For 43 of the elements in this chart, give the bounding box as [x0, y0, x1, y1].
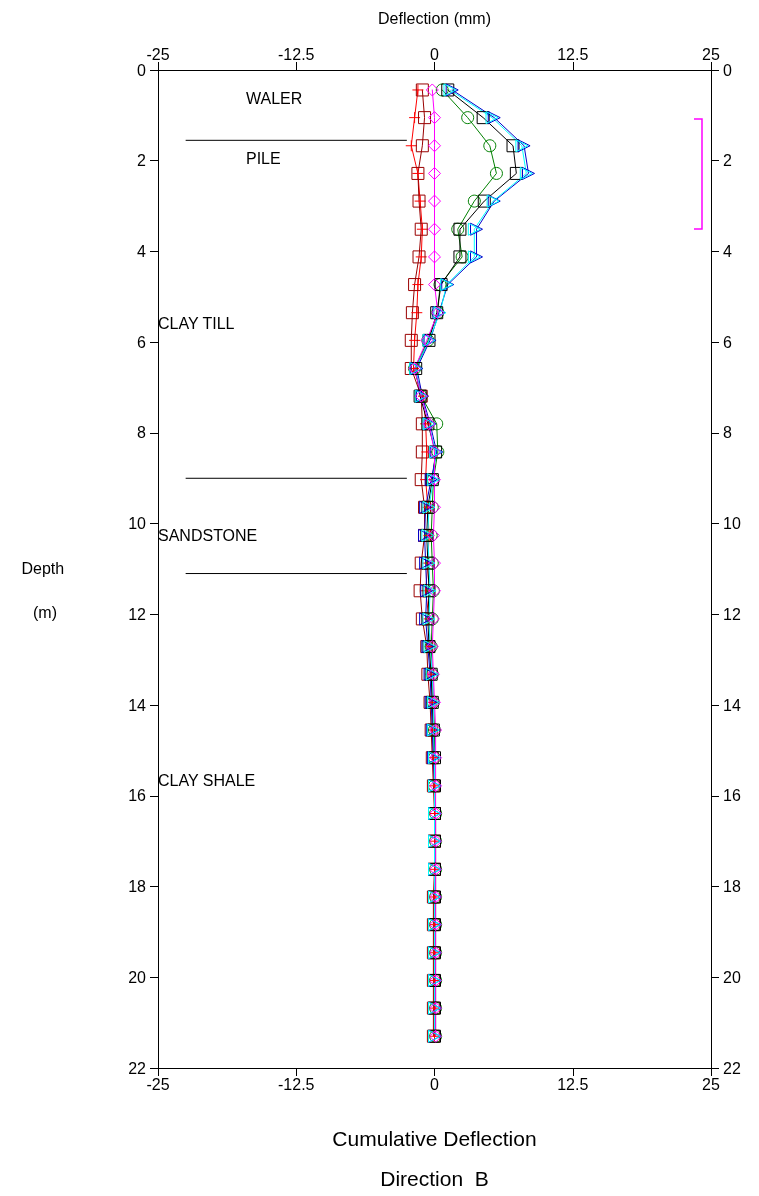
x-tick-label: 12.5	[557, 1075, 589, 1093]
text: Depth (m)	[21, 559, 65, 621]
annotation: WALER	[246, 89, 303, 107]
y2-tick-label: 14	[723, 696, 741, 714]
y2-tick-label: 6	[723, 333, 732, 351]
annotation: PILE	[246, 149, 281, 167]
annotation: CLAY SHALE	[158, 771, 256, 789]
x-axis-title: Cumulative Deflection	[332, 1126, 537, 1150]
x-tick-label: -25	[146, 1075, 170, 1093]
y2-tick-label: 2	[723, 152, 732, 170]
y2-tick-label: 16	[723, 787, 741, 805]
x-tick-label: 25	[702, 1075, 720, 1093]
y-tick-label: 10	[128, 515, 147, 533]
y-tick-label: 0	[137, 61, 147, 79]
y-tick-label: 4	[137, 242, 147, 260]
x2-tick-label: -12.5	[278, 45, 315, 63]
y-tick-label: 8	[137, 424, 147, 442]
y2-tick-label: 22	[723, 1059, 741, 1077]
x-tick-label: -12.5	[278, 1075, 315, 1093]
y2-tick-label: 10	[723, 515, 741, 533]
y-tick-label: 20	[128, 968, 147, 986]
y-tick-label: 22	[128, 1059, 147, 1077]
x2-tick-label: 0	[430, 45, 440, 63]
y2-tick-label: 4	[723, 242, 732, 260]
y-tick-label: 6	[137, 333, 147, 351]
x2-tick-label: -25	[146, 45, 170, 63]
y-tick-label: 18	[128, 878, 147, 896]
annotation: CLAY TILL	[158, 314, 235, 332]
y2-tick-label: 20	[723, 968, 741, 986]
y2-tick-label: 18	[723, 878, 741, 896]
x2-tick-label: 25	[702, 45, 720, 63]
y2-tick-label: 0	[723, 61, 732, 79]
text: Direction B	[380, 1166, 489, 1190]
y2-tick-label: 8	[723, 424, 732, 442]
x2-axis-title: Deflection (mm)	[378, 9, 491, 27]
x2-tick-label: 12.5	[557, 45, 589, 63]
y-tick-label: 12	[128, 605, 147, 623]
x-tick-label: 0	[430, 1075, 440, 1093]
y2-tick-label: 12	[723, 605, 741, 623]
annotation: SANDSTONE	[158, 526, 258, 544]
y-tick-label: 16	[128, 787, 147, 805]
y-tick-label: 2	[137, 152, 147, 170]
y-tick-label: 14	[128, 696, 147, 714]
